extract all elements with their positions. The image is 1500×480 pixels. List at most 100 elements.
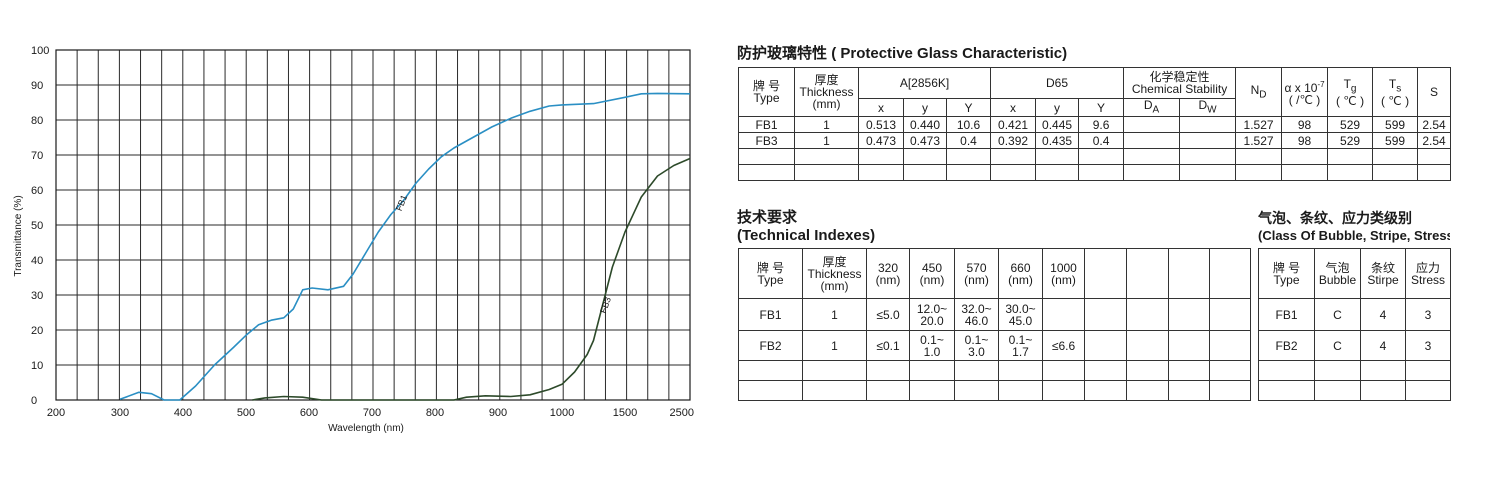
t3-stress-header: 应力 Stress <box>1405 248 1451 299</box>
t1-d65-x-header: x <box>990 97 1037 118</box>
table-cell: 0.473 <box>903 132 947 150</box>
t1-da-header: DA <box>1123 97 1181 118</box>
table-cell: 3 <box>1405 298 1451 331</box>
y-tick-label: 50 <box>31 220 43 232</box>
t1-alpha-header: α x 10-7( /℃ ) <box>1281 66 1329 118</box>
table-cell: 0.4 <box>1078 132 1125 150</box>
table-cell: FB1 <box>1258 298 1315 331</box>
table-cell: 599 <box>1372 116 1419 134</box>
y-tick-label: 20 <box>31 325 43 337</box>
transmittance-chart: 0 10 20 30 40 50 60 70 80 90 100 200 300 400 500 600 700… <box>13 45 694 434</box>
y-tick-label: 40 <box>31 255 43 267</box>
table-cell: 12.0~ 20.0 <box>909 298 955 331</box>
table-cell <box>1042 298 1085 331</box>
table-row: FB2 C 4 3 <box>1258 330 1451 361</box>
table-row-empty <box>738 380 1251 401</box>
protective-glass-title: 防护玻璃特性 ( Protective Glass Characteristic… <box>737 42 1067 63</box>
x-axis-label: Wavelength (nm) <box>328 423 404 434</box>
table-cell: 599 <box>1372 132 1419 150</box>
t1-a-y-header: y <box>903 97 947 118</box>
t1-tg-header: Tg( ℃ ) <box>1327 66 1374 118</box>
chart-series: FB1 FB3 <box>119 92 691 401</box>
chart-grid <box>55 49 691 401</box>
y-tick-label: 80 <box>31 115 43 127</box>
t1-s-header: S <box>1417 66 1452 118</box>
table-cell: FB2 <box>1258 330 1315 361</box>
table-cell: 1.527 <box>1235 116 1283 134</box>
table-row-empty <box>738 360 1251 381</box>
t1-a-Y-header: Y <box>945 97 992 118</box>
protective-glass-title-cn: 防护玻璃特性 <box>737 45 828 62</box>
y-tick-label: 100 <box>31 45 49 57</box>
t2-type-header: 牌 号 Type <box>738 248 803 299</box>
t1-d65-y-header: y <box>1035 97 1080 118</box>
y-tick-label: 60 <box>31 185 43 197</box>
t1-chemical-stability-header: 化学稳定性 Chemical Stability <box>1123 67 1237 99</box>
x-tick-label: 300 <box>111 407 129 419</box>
table-cell: 0.1~ 3.0 <box>954 330 999 361</box>
table-cell: 4 <box>1360 298 1406 331</box>
table-cell: C <box>1314 298 1361 331</box>
x-tick-label: 800 <box>426 407 444 419</box>
y-tick-label: 10 <box>31 360 43 372</box>
t2-320-header: 320 (nm) <box>866 248 910 299</box>
t2-thickness-header: 厚度 Thickness (mm) <box>802 248 867 299</box>
table-cell: 529 <box>1327 116 1374 134</box>
bubble-class-title-en: (Class Of Bubble, Stripe, Stress <box>1258 228 1450 243</box>
table-cell: 10.6 <box>945 116 992 134</box>
t3-bubble-header: 气泡 Bubble <box>1314 248 1361 299</box>
t3-stripe-header: 条纹 Stirpe <box>1360 248 1406 299</box>
table-row-empty <box>1258 360 1451 381</box>
t1-a2856k-header: A[2856K] <box>857 67 992 99</box>
table-cell: 1 <box>802 330 867 361</box>
protective-glass-table: 牌 号 Type 厚度 Thickness (mm) A[2856K] D65 化学稳… <box>738 66 1452 182</box>
table-row-empty <box>738 164 1452 182</box>
technical-indexes-title-en: (Technical Indexes) <box>737 227 876 244</box>
t2-1000-header: 1000 (nm) <box>1042 248 1085 299</box>
x-tick-label: 600 <box>300 407 318 419</box>
table-cell: FB1 <box>738 298 803 331</box>
t1-d65-header: D65 <box>990 67 1125 99</box>
t1-d65-Y-header: Y <box>1078 97 1125 118</box>
x-tick-label: 500 <box>237 407 255 419</box>
table-cell: ≤0.1 <box>866 330 910 361</box>
y-tick-label: 0 <box>31 395 37 407</box>
table-cell: FB1 <box>738 116 795 134</box>
bubble-class-title: 气泡、条纹、应力类级别 (Class Of Bubble, Stripe, St… <box>1258 209 1450 245</box>
x-tick-label: 200 <box>47 407 65 419</box>
table-cell: 4 <box>1360 330 1406 361</box>
t1-thickness-header: 厚度 Thickness (mm) <box>794 66 859 118</box>
y-tick-label: 90 <box>31 80 43 92</box>
t1-a-x-header: x <box>858 97 904 118</box>
t1-nd-header: ND <box>1235 66 1283 118</box>
table-cell <box>1179 116 1237 134</box>
table-row: FB1 C 4 3 <box>1258 298 1451 331</box>
x-tick-label: 1000 <box>550 407 574 419</box>
technical-indexes-table: 牌 号 Type 厚度 Thickness (mm) 320 (nm) 450 (nm) … <box>738 248 1251 401</box>
t1-type-header: 牌 号 Type <box>738 66 795 118</box>
table-cell: 0.1~ 1.7 <box>998 330 1043 361</box>
table-cell <box>1123 132 1181 150</box>
table-cell: ≤5.0 <box>866 298 910 331</box>
x-tick-label: 1500 <box>613 407 637 419</box>
table-cell: 1 <box>802 298 867 331</box>
t1-dw-header: DW <box>1179 97 1237 118</box>
table-cell: 529 <box>1327 132 1374 150</box>
table-row: FB2 1 ≤0.1 0.1~ 1.0 0.1~ 3.0 0.1~ 1.7 ≤6.6 <box>738 330 1251 361</box>
table-cell: 0.1~ 1.0 <box>909 330 955 361</box>
x-tick-label: 900 <box>489 407 507 419</box>
table-cell: ≤6.6 <box>1042 330 1085 361</box>
table-cell: 0.445 <box>1035 116 1080 134</box>
table-cell <box>1123 116 1181 134</box>
table-cell: 0.421 <box>990 116 1037 134</box>
table-cell: FB2 <box>738 330 803 361</box>
table-row: FB3 1 0.473 0.473 0.4 0.392 0.435 0.4 1.… <box>738 132 1452 150</box>
series-line-fb3 <box>252 157 691 401</box>
y-tick-label: 70 <box>31 150 43 162</box>
series-label-fb1: FB1 <box>394 193 409 212</box>
table-cell: 1 <box>794 116 859 134</box>
x-tick-label: 400 <box>174 407 192 419</box>
table-cell: 0.435 <box>1035 132 1080 150</box>
chart-tick-labels: 0 10 20 30 40 50 60 70 80 90 100 200 300 400 500 600 700… <box>31 45 694 419</box>
t2-570-header: 570 (nm) <box>954 248 999 299</box>
